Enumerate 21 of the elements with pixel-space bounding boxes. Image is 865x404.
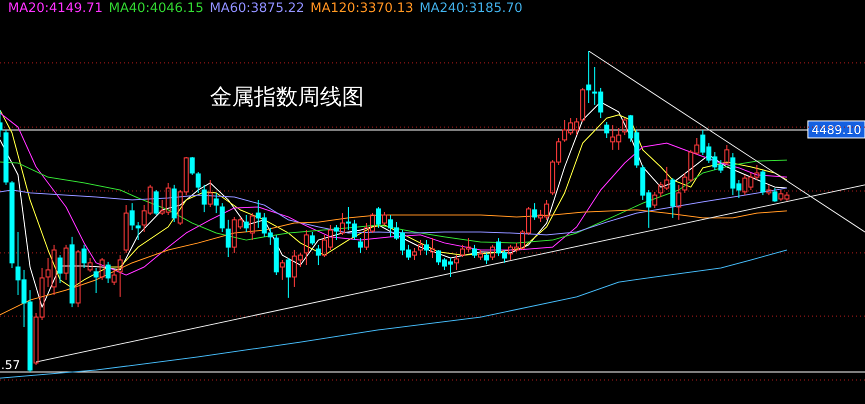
- candlestick: [226, 219, 231, 258]
- annotation: .57: [1, 358, 20, 372]
- candlestick: [118, 254, 123, 298]
- candlestick: [586, 51, 592, 104]
- candlestick: [346, 206, 351, 231]
- candlestick: [304, 230, 309, 266]
- text: MA40:4046.15: [108, 1, 204, 16]
- candlestick: [430, 238, 435, 259]
- candlestick: [136, 222, 141, 241]
- text: MA120:3370.13: [310, 1, 414, 16]
- candlestick: [214, 192, 219, 214]
- candlestick: [676, 184, 682, 220]
- candlestick: [454, 254, 460, 270]
- text: 金属指数周线图: [210, 84, 364, 112]
- candlestick: [358, 238, 363, 254]
- candlestick: [94, 267, 99, 294]
- annotation: 4489.10: [812, 122, 862, 137]
- text: MA240:3185.70: [419, 1, 523, 16]
- candlestick: [412, 248, 417, 260]
- text: MA60:3875.22: [210, 1, 304, 16]
- text: MA20:4149.71: [8, 1, 103, 16]
